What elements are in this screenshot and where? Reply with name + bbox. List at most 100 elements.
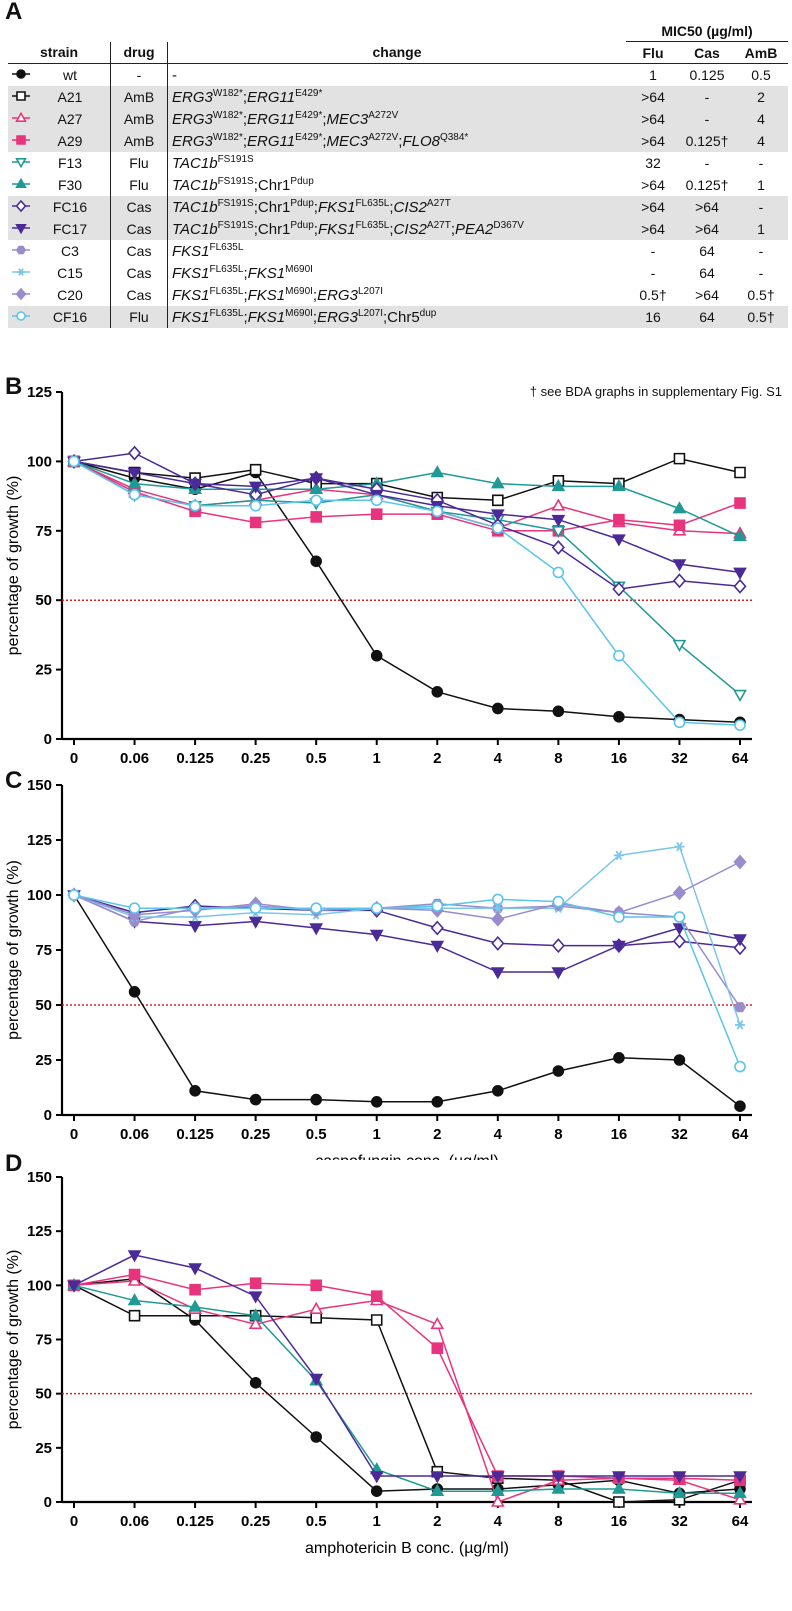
- series-line: [73, 1284, 741, 1503]
- data-point: [552, 566, 565, 579]
- legend-symbol: [8, 306, 30, 328]
- x-tick-label: 16: [611, 1513, 628, 1530]
- data-point: [733, 1492, 747, 1505]
- cell-mic-cas: 64: [680, 306, 734, 328]
- gene-name: MEC3: [326, 132, 369, 150]
- y-tick-label: 50: [35, 592, 52, 609]
- data-point: [430, 1316, 445, 1330]
- legend-marker-fc16: [15, 199, 27, 212]
- legend-marker-a27: [15, 111, 27, 122]
- y-axis-label: percentage of growth (%): [5, 1250, 22, 1430]
- cell-mic-cas: >64: [680, 196, 734, 218]
- gene-name: ERG3: [172, 132, 213, 150]
- cell-drug: Flu: [110, 306, 168, 328]
- data-point: [189, 500, 201, 512]
- x-tick-label: 32: [671, 1126, 688, 1143]
- data-point: [673, 1054, 686, 1066]
- data-point: [612, 479, 626, 492]
- series-f30: [67, 454, 747, 542]
- data-point: [612, 1481, 626, 1494]
- x-tick-label: 0.5: [306, 1126, 327, 1143]
- table-row: wt - - 1 0.125 0.5: [8, 63, 788, 86]
- data-point: [249, 516, 262, 529]
- data-point: [68, 455, 80, 468]
- data-point: [128, 1268, 141, 1281]
- gene-name: FKS1: [172, 242, 210, 260]
- gene-name: FKS1: [247, 286, 286, 304]
- data-point: [492, 1084, 504, 1097]
- data-point: [310, 511, 322, 523]
- mutation: A272V: [368, 131, 399, 143]
- gene-name: FKS1: [247, 264, 286, 282]
- data-point: [249, 1277, 262, 1289]
- mutation: W182*: [212, 131, 243, 143]
- gene-name: ERG3: [317, 286, 358, 304]
- data-point: [551, 1481, 566, 1494]
- data-point: [309, 1373, 324, 1386]
- cell-drug: AmB: [110, 86, 168, 108]
- cell-mic-cas: 64: [699, 243, 715, 259]
- cell-mic-cas: 0.125: [689, 67, 725, 83]
- data-point: [370, 494, 383, 507]
- series-wt: [68, 1273, 746, 1500]
- panel-a-label: A: [5, 0, 23, 25]
- data-point: [309, 923, 324, 936]
- mutation: FS191S: [217, 153, 254, 165]
- data-point: [128, 902, 141, 914]
- y-tick-label: 125: [27, 832, 52, 849]
- data-point: [734, 497, 746, 509]
- gene-name: Chr1: [257, 220, 291, 238]
- series-cf16: [68, 455, 746, 731]
- axes: 0 25 50 75 100 125 0 0.06 0.125 0.25 0.5 1 2 4 8 16 32 64…: [5, 384, 752, 767]
- data-point: [552, 1065, 565, 1077]
- series-line: [73, 1280, 741, 1503]
- mutation: Pdup: [290, 197, 314, 209]
- x-tick-label: 0.06: [120, 1126, 149, 1143]
- x-tick-label: 2: [433, 750, 441, 767]
- y-tick-label: 75: [35, 1332, 52, 1349]
- gene-name: CIS2: [393, 220, 427, 238]
- data-point: [310, 1093, 322, 1106]
- gene-name: TAC1b: [172, 220, 218, 238]
- legend-marker-a29: [16, 134, 26, 145]
- cell-strain: CF16: [30, 306, 111, 328]
- x-axis-label: amphotericin B conc. (µg/ml): [305, 1540, 509, 1557]
- data-point: [735, 1020, 745, 1030]
- data-point: [733, 578, 747, 594]
- data-point: [310, 1431, 322, 1443]
- x-tick-label: 0.25: [241, 1513, 270, 1530]
- cell-change: TAC1bFS191S;Chr1Pdup;FKS1FL635L;CIS2A27T…: [167, 218, 626, 240]
- legend-symbol: [8, 108, 30, 130]
- series-line: [73, 1273, 741, 1482]
- data-point: [68, 889, 80, 901]
- data-point: [127, 1293, 142, 1306]
- cell-mic-amb: 0.5†: [734, 306, 788, 328]
- mutation: FL635L: [209, 307, 244, 319]
- data-point: [551, 514, 566, 528]
- x-tick-label: 64: [732, 750, 749, 767]
- data-point: [128, 986, 141, 998]
- data-point: [672, 1485, 687, 1499]
- x-tick-label: 0: [70, 1513, 78, 1530]
- cell-strain: A29: [30, 130, 111, 152]
- data-point: [127, 445, 142, 461]
- cell-mic-amb: 1: [757, 177, 765, 193]
- mutation: FS191S: [217, 175, 254, 187]
- data-point: [310, 902, 322, 914]
- data-point: [551, 938, 565, 954]
- series-line: [73, 457, 741, 502]
- data-point: [733, 854, 747, 870]
- data-point: [733, 567, 747, 580]
- data-point: [249, 463, 262, 476]
- data-point: [492, 494, 504, 507]
- gene-name: FKS1: [172, 264, 210, 282]
- data-point: [612, 940, 626, 953]
- series-line: [73, 894, 741, 1107]
- cell-mic-amb: 4: [734, 108, 788, 130]
- gene-name: CIS2: [393, 198, 427, 216]
- data-point: [551, 479, 566, 492]
- data-point: [370, 1314, 383, 1326]
- cell-change: FKS1FL635L;FKS1M690I;ERG3L207I;Chr5dup: [167, 306, 626, 328]
- series-line: [73, 845, 741, 1026]
- series-line: [73, 894, 741, 973]
